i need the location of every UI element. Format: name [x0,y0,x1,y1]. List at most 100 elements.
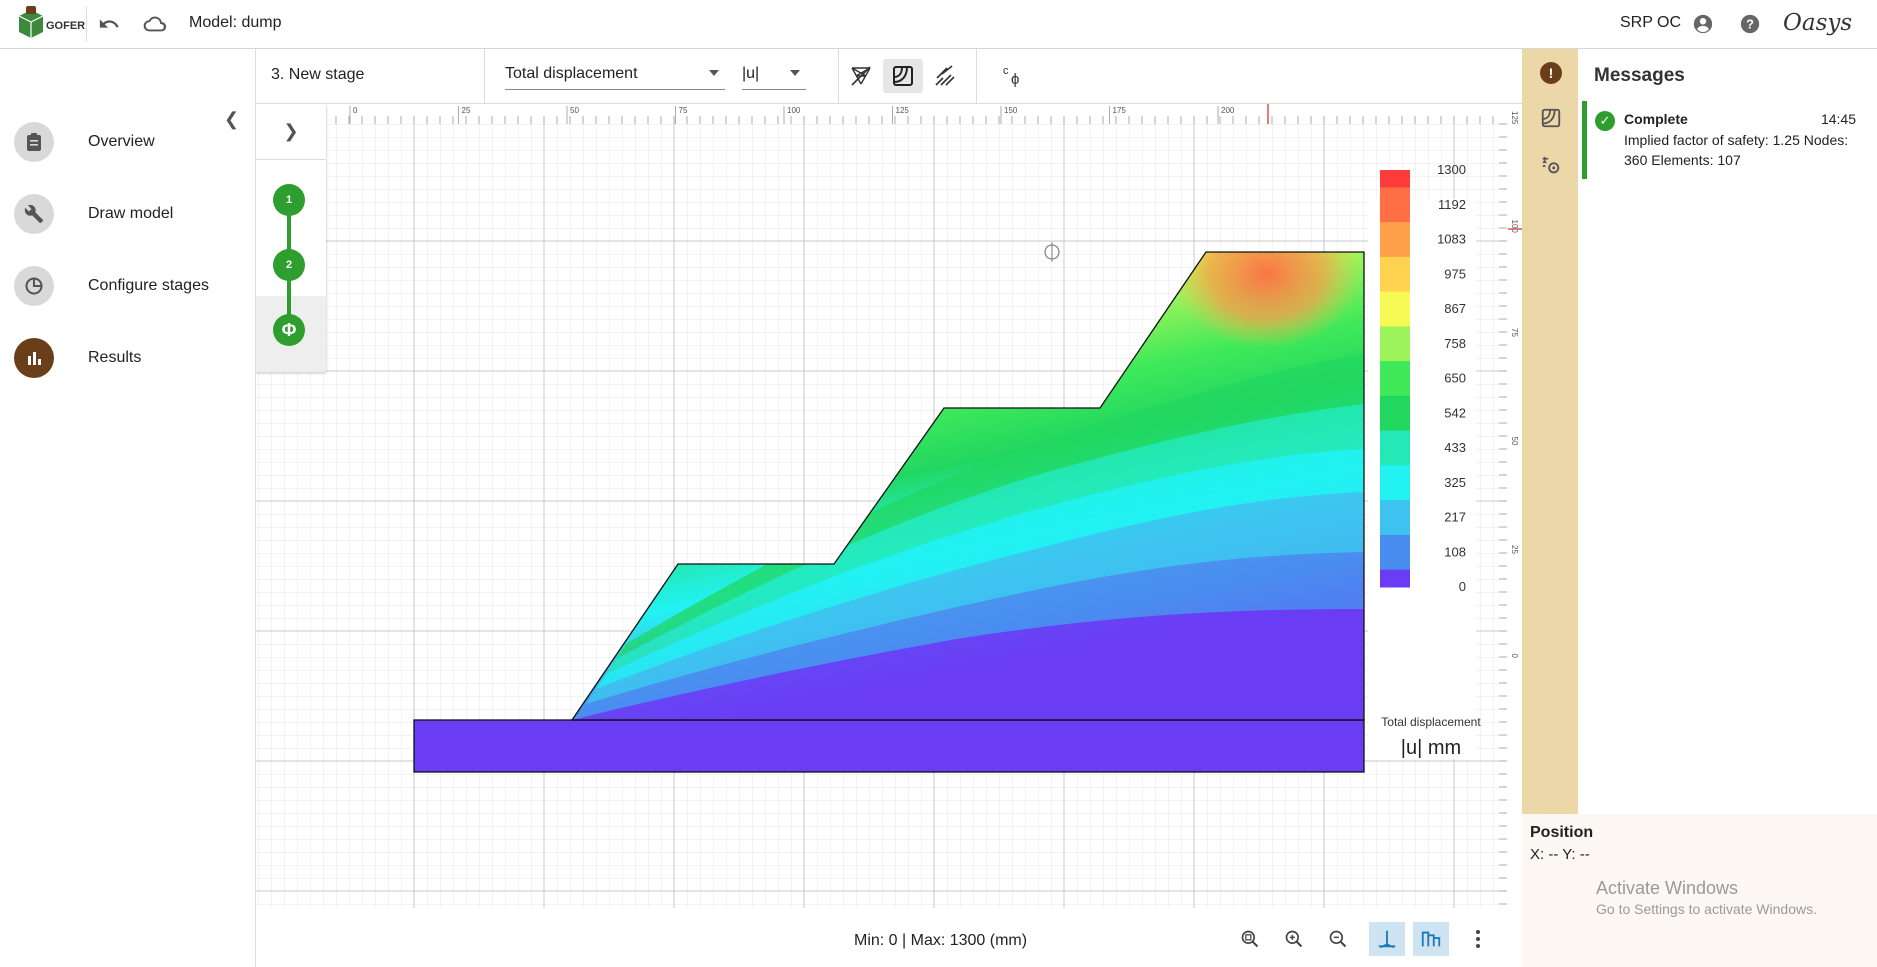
help-icon[interactable]: ? [1737,12,1763,36]
vectors-toggle-button[interactable] [925,59,965,93]
stage-name[interactable]: 3. New stage [271,66,365,83]
account-icon[interactable] [1690,12,1716,36]
ruler-label: 50 [570,106,579,115]
user-name[interactable]: SRP OC [1620,14,1682,31]
check-circle-icon: ✓ [1595,111,1615,131]
legend-swatch [1380,534,1410,553]
chevron-down-icon [790,70,800,76]
component-value: |u| [742,65,760,82]
message-status: Complete [1624,111,1688,127]
contour-toggle-button[interactable] [883,59,923,93]
stage-node-1[interactable]: 1 [273,184,305,216]
legend-swatch [1380,309,1410,327]
zoom-in-icon [1285,930,1303,948]
bar-chart-icon [14,338,54,378]
legend-swatch [1380,552,1410,571]
legend-swatch [1380,256,1410,275]
message-item[interactable]: ✓ Complete 14:45 Implied factor of safet… [1582,101,1874,179]
legend-swatch [1380,326,1410,345]
more-options-icon[interactable] [1460,922,1496,956]
nav-label: Results [88,349,142,366]
legend-swatches [1380,170,1410,588]
divider [838,49,839,104]
message-text: Implied factor of safety: 1.25 Nodes: 36… [1624,132,1849,168]
message-time: 14:45 [1820,111,1856,127]
left-navigation: ❮ Overview Draw model Configure stages R… [0,49,256,967]
stage-node-phi[interactable]: Φ [273,314,305,346]
legend-value: 325 [1444,475,1466,490]
zoom-fit-icon [1241,930,1259,948]
ruler-label: 25 [1510,545,1519,554]
legend-swatch [1380,413,1410,432]
legend-swatch [1380,239,1410,258]
component-select[interactable]: |u| [742,62,806,90]
ruler-label: 100 [787,106,801,115]
ruler-label: 150 [1004,106,1018,115]
legend-labels: 1300 1192 1083 975 867 758 650 542 433 325 217 108 0 [1437,162,1466,594]
legend-swatch [1380,378,1410,397]
wrench-icon [14,194,54,234]
undo-icon[interactable] [96,12,122,36]
cloud-save-icon[interactable] [142,12,168,36]
legend-swatch [1380,517,1410,536]
ruler-label: 0 [353,106,358,115]
model-title: Model: dump [189,14,282,31]
clipboard-icon [14,122,54,162]
ruler-label: 75 [1510,328,1519,337]
top-ruler-ticks: 0 25 50 75 100 125 150 175 200 [335,106,1494,124]
target-settings-icon[interactable] [1538,153,1564,179]
zoom-out-button[interactable] [1320,922,1356,956]
collapse-sidebar-icon[interactable]: ❮ [224,109,240,129]
result-type-select[interactable]: Total displacement [505,62,725,90]
pie-icon [14,266,54,306]
zoom-in-button[interactable] [1276,922,1312,956]
legend-swatch [1380,291,1410,310]
nav-item-results[interactable]: Results [14,336,250,380]
profile-toggle-button[interactable] [1413,922,1449,956]
gofer-logo[interactable]: GOFER [16,6,85,42]
zoom-fit-button[interactable] [1232,922,1268,956]
messages-panel: Messages ✓ Complete 14:45 Implied factor… [1578,49,1877,814]
mesh-toggle-button[interactable] [841,59,881,93]
logo-text: GOFER [46,20,86,32]
position-panel: Position X: -- Y: -- Activate Windows Go… [1522,814,1877,967]
axes-icon [1378,930,1396,949]
legend-value: 867 [1444,301,1466,316]
nav-label: Overview [88,133,155,150]
legend-value: 108 [1444,544,1466,559]
ruler-label: 75 [679,106,688,115]
legend-swatch [1380,170,1410,188]
svg-text:?: ? [1746,17,1754,32]
results-canvas[interactable]: 0 25 50 75 100 125 150 175 200 125 100 75 50 25 0 130… [256,104,1522,908]
ruler-label: 25 [462,106,471,115]
legend-swatch [1380,430,1410,449]
ruler-label: 175 [1113,106,1127,115]
expand-stages-icon[interactable]: ❯ [256,104,326,160]
legend-swatch [1380,204,1410,223]
position-title: Position [1530,824,1594,841]
brand-logo: Oasys [1783,10,1853,36]
ruler-label: 50 [1510,437,1519,446]
ruler-label: 125 [1510,111,1519,125]
vectors-icon [935,65,955,86]
min-max-readout: Min: 0 | Max: 1300 (mm) [854,932,1028,949]
svg-text:c: c [1003,65,1009,77]
displacement-plot[interactable]: 0 25 50 75 100 125 150 175 200 125 100 75 50 25 0 130… [256,104,1522,908]
windows-activation-watermark: Activate Windows Go to Settings to activ… [1596,878,1817,917]
foundation-layer[interactable] [413,719,1365,773]
legend-swatch [1380,343,1410,362]
axes-toggle-button[interactable] [1369,922,1405,956]
nav-item-overview[interactable]: Overview [14,120,250,164]
watermark-title: Activate Windows [1596,878,1739,898]
stage-panel: ❯ 1 2 Φ [256,104,326,372]
legend-swatch [1380,361,1410,379]
legend-value: 1300 [1437,162,1466,177]
contour-panel-icon[interactable] [1538,105,1564,131]
stage-node-2[interactable]: 2 [273,249,305,281]
nav-item-configure-stages[interactable]: Configure stages [14,264,250,308]
legend-value: 433 [1444,440,1466,455]
legend-swatch [1380,448,1410,466]
messages-tab[interactable]: ! [1536,58,1566,88]
nav-item-draw-model[interactable]: Draw model [14,192,250,236]
